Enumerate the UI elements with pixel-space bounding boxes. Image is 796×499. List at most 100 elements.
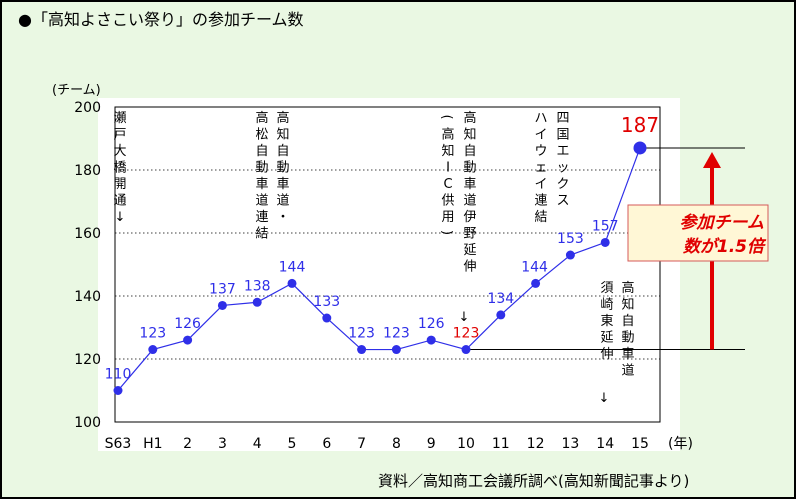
data-label: 138 [244,278,271,294]
annotation-char: 四 [556,111,569,126]
x-tick-label: H1 [143,436,162,452]
annotation-char: 車 [276,177,289,192]
data-label: 157 [592,218,619,234]
annotation-char: ッ [556,161,569,176]
x-tick-label: 5 [288,436,297,452]
annotation-char: ) [439,230,454,235]
data-point [357,345,367,355]
data-label: 187 [621,113,659,137]
annotation-arrow: ↓ [459,310,470,325]
annotation-char: エ [556,144,569,159]
x-axis-label: (年) [668,436,693,452]
annotation-char: 知 [621,297,634,313]
data-point [496,310,506,320]
y-tick-label: 140 [74,289,101,305]
plot-area [114,106,661,423]
y-tick-labels: 100 120 140 160 180 200 [74,100,101,431]
annotation-arrow: ↓ [115,210,126,225]
annotation-char: 連 [534,194,547,209]
x-tick-label: 2 [183,436,192,452]
annotation-char: 動 [255,161,268,176]
annotation-char: 高 [276,110,289,126]
data-label: 153 [557,231,584,247]
annotation-char: 動 [276,161,289,176]
data-point [183,335,193,345]
callout-line2: 数が1.5倍 [683,237,767,257]
annotation-char: 自 [463,144,476,159]
x-tick-label: 9 [427,436,436,452]
annotation-char: イ [534,128,547,143]
annotation-char: 供 [441,194,454,209]
annotation-char: ウ [534,144,547,159]
annotation-char: 結 [534,210,547,225]
annotation-char: 延 [600,331,613,346]
x-tick-label: 3 [218,436,227,452]
annotation-char: 道 [621,364,634,379]
annotation-char: 車 [463,177,476,192]
data-point [113,386,123,395]
plot-background [98,98,680,451]
annotation-char: 国 [556,128,569,143]
growth-arrow-head [703,151,721,168]
x-tick-label: 4 [253,436,262,452]
annotation-char: 結 [255,227,268,242]
y-tick-label: 120 [74,352,101,368]
data-points [113,141,647,395]
data-point [287,278,297,288]
source-note: 資料／高知商工会議所調べ(高知新聞記事より) [378,472,690,490]
x-tick-label: 10 [457,436,475,452]
data-label: 133 [313,294,340,310]
x-tick-label: 15 [631,436,649,452]
data-point [600,237,610,247]
chart-title: ●「高知よさこい祭り」の参加チーム数 [18,10,304,29]
annotation-char: 戸 [113,128,126,143]
annotation-char: 高 [621,280,634,296]
annotation-char: 橋 [113,161,126,176]
annotation-char: 知 [276,127,289,143]
x-tick-label: 14 [596,436,614,452]
annotation-char: ェ [534,161,547,176]
data-label: 126 [174,316,201,332]
annotation-char: ハ [534,111,547,126]
data-label: 134 [487,291,514,307]
data-point [461,345,471,355]
data-point [633,141,647,155]
x-tick-label: S63 [105,436,132,452]
annotation-char: 高 [255,110,268,126]
annotation-char: 車 [621,347,634,362]
data-label: 123 [383,326,410,342]
grid-lines [115,169,660,360]
y-tick-label: 100 [74,415,101,431]
annotation-char: 伸 [600,347,613,362]
annotation-char: イ [534,177,547,192]
y-axis-label: (チーム) [52,83,101,98]
annotation-char: 道 [276,194,289,209]
data-label: 144 [279,259,306,275]
annotation-char: C [443,177,452,192]
annotation-char: 用 [441,210,454,225]
annotations: 瀬戸大橋開通↓高知自動車道・高松自動車道連結高知自動車道伊野延伸↓(高知IC供用… [113,110,634,406]
annotation-char: ・ [276,210,289,225]
series-line [117,147,641,391]
data-labels: 110 123 126 137 138 144 133 123 123 126 123 134 144 1… [105,113,659,383]
data-point [391,345,401,355]
annotation-char: 車 [255,177,268,192]
data-label: 144 [521,259,548,275]
y-tick-label: 200 [74,100,101,116]
annotation-char: 野 [463,227,476,242]
data-point [322,313,332,323]
annotation-arrow: ↓ [599,391,610,406]
callout-box [627,204,769,262]
annotation-char: 開 [113,177,126,192]
annotation-char: 通 [113,194,126,209]
annotation-char: 松 [255,128,268,143]
annotation-char: 延 [463,243,476,258]
data-point [217,300,227,310]
annotation-char: 高 [463,110,476,126]
annotation-char: ( [439,114,454,119]
